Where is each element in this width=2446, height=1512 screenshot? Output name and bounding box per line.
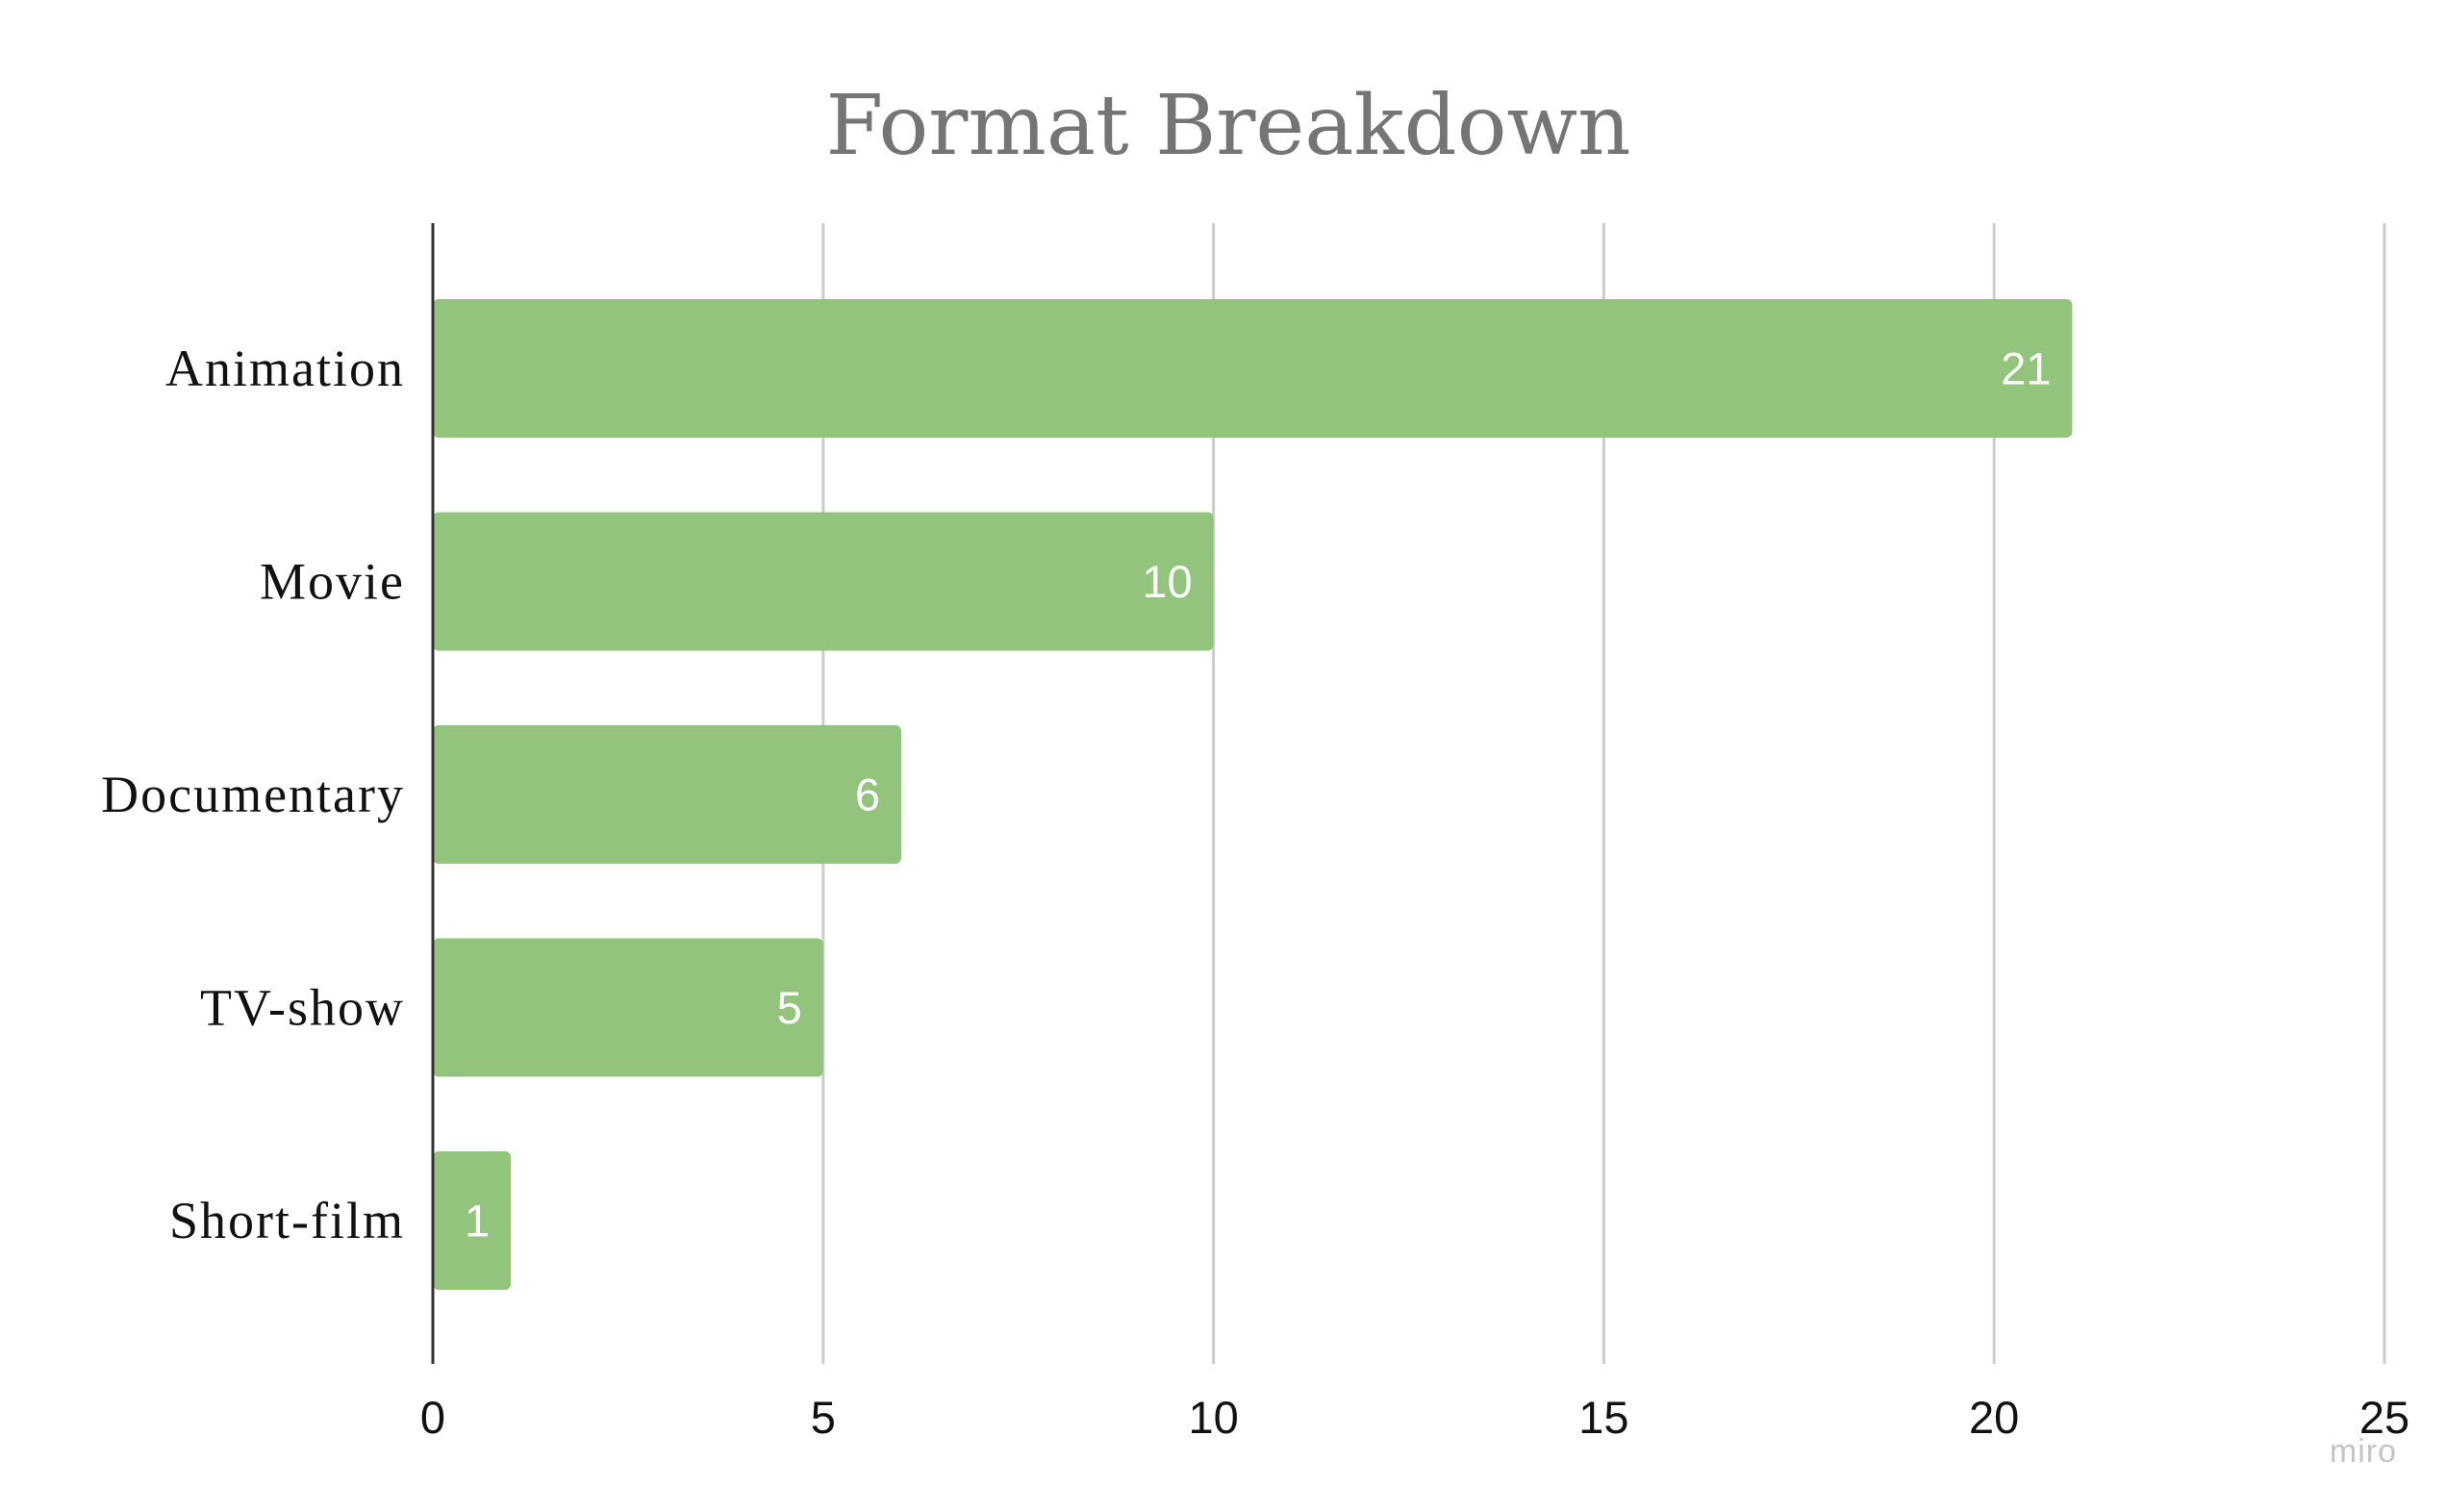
category-label-short-film: Short-film <box>169 1192 405 1249</box>
x-tick-label-10: 10 <box>1188 1392 1238 1443</box>
x-tick-label-25: 25 <box>2359 1392 2409 1443</box>
x-tick-label-5: 5 <box>811 1392 836 1443</box>
chart-title: Format Breakdown <box>826 78 1631 174</box>
miro-watermark: miro <box>2330 1433 2397 1470</box>
data-label-movie: 10 <box>1142 556 1192 607</box>
category-label-tv-show: TV-show <box>200 979 405 1037</box>
data-label-tv-show: 5 <box>777 982 802 1033</box>
x-tick-label-15: 15 <box>1578 1392 1628 1443</box>
category-label-animation: Animation <box>165 340 405 397</box>
data-label-documentary: 6 <box>855 769 880 820</box>
data-label-animation: 21 <box>2001 343 2051 394</box>
bar-documentary <box>433 725 901 864</box>
bar-tv-show <box>433 938 823 1077</box>
bar-animation <box>433 299 2073 438</box>
x-tick-label-0: 0 <box>420 1392 445 1443</box>
x-tick-label-20: 20 <box>1969 1392 2019 1443</box>
category-label-movie: Movie <box>260 553 405 611</box>
bars <box>433 299 2073 1290</box>
data-label-short-film: 1 <box>465 1196 490 1247</box>
bar-short-film <box>433 1151 512 1290</box>
bar-movie <box>433 512 1214 651</box>
category-label-documentary: Documentary <box>101 766 405 823</box>
